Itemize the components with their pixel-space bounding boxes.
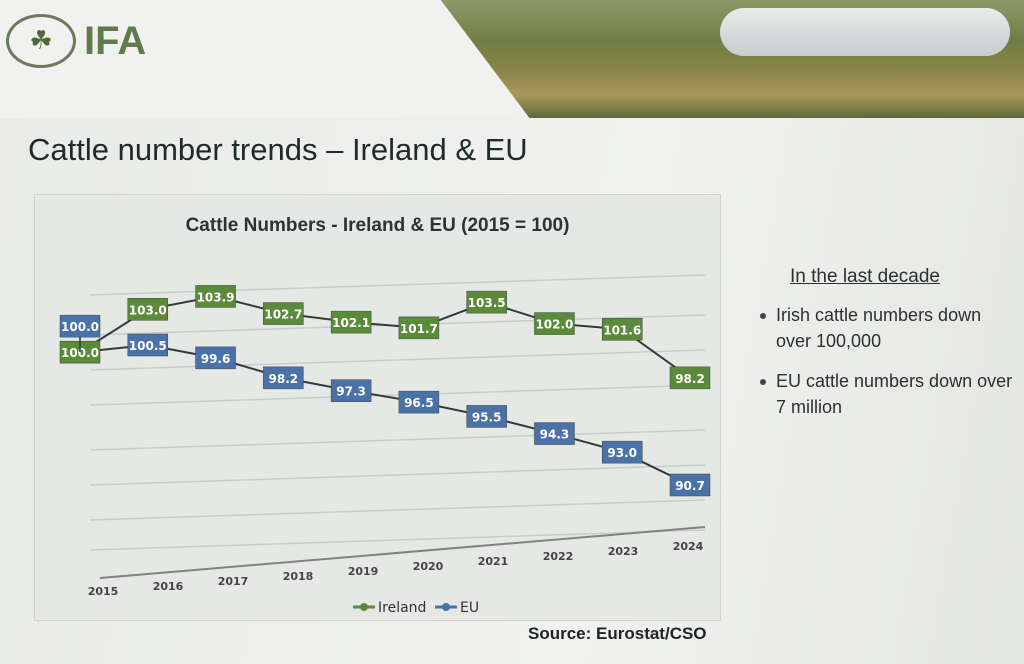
data-point-ireland [534, 312, 575, 335]
legend-label: EU [460, 600, 479, 616]
data-point-eu [466, 405, 507, 428]
data-point-ireland [398, 316, 440, 340]
data-label: 99.6 [201, 352, 231, 366]
data-label: 100.0 [61, 320, 99, 334]
data-point-ireland [330, 310, 372, 334]
bullet-text: Irish cattle numbers down over 100,000 [776, 305, 982, 351]
x-tick-label: 2015 [88, 585, 119, 598]
logo-text: IFA [84, 18, 147, 63]
data-point-ireland [466, 290, 507, 314]
side-heading: In the last decade [790, 266, 940, 287]
data-point-ireland [195, 285, 236, 308]
data-point-eu [330, 379, 372, 402]
legend-marker [442, 603, 450, 611]
chart: Cattle Numbers - Ireland & EU (2015 = 10… [35, 195, 720, 620]
data-point-ireland [669, 366, 711, 390]
data-point-eu [669, 473, 711, 497]
chart-title: Cattle Numbers - Ireland & EU (2015 = 10… [185, 215, 570, 236]
data-point-eu [195, 346, 236, 370]
bullet-item: EU cattle numbers down over 7 million [760, 368, 1020, 420]
data-label: 101.6 [603, 323, 641, 337]
chart-plot: 2015 2016 2017 2018 2019 2020 2021 2022 2023 2024… [59, 274, 711, 616]
data-label: 103.5 [468, 296, 506, 310]
data-point-eu [59, 314, 101, 338]
data-label: 96.5 [404, 396, 434, 410]
data-label: 93.0 [607, 446, 637, 460]
x-tick-label: 2022 [543, 550, 574, 563]
data-point-eu [534, 422, 575, 445]
series-line-eu [79, 343, 691, 486]
x-tick-label: 2019 [348, 565, 379, 578]
legend-label: Ireland [378, 600, 426, 616]
data-point-ireland [601, 318, 643, 341]
legend-marker [360, 603, 368, 611]
shamrock-icon: ☘ [6, 14, 76, 68]
gridline [89, 429, 706, 451]
bullet-dot [760, 313, 766, 319]
x-tick-label: 2021 [478, 555, 509, 568]
data-label: 102.1 [332, 316, 370, 330]
data-label: 100.5 [129, 339, 167, 353]
gridline [89, 464, 706, 486]
series-line-ireland [79, 295, 691, 379]
x-tick-label: 2016 [153, 580, 184, 593]
data-label: 103.9 [197, 290, 235, 304]
gridline [89, 274, 706, 296]
data-point-eu [601, 440, 643, 464]
x-tick-label: 2024 [673, 540, 704, 553]
data-label: 94.3 [540, 428, 570, 442]
header-banner: ☘ IFA [0, 0, 1024, 118]
data-label: 102.0 [535, 318, 573, 332]
gridline [89, 384, 706, 406]
data-label: 101.7 [400, 322, 438, 336]
data-point-ireland [263, 302, 304, 325]
bullet-item: Irish cattle numbers down over 100,000 [760, 302, 1020, 354]
sky-cloud [720, 8, 1010, 56]
data-point-eu [127, 333, 169, 357]
data-label: 98.2 [269, 372, 299, 386]
data-point-eu [263, 366, 304, 390]
ifa-logo: ☘ IFA [6, 14, 146, 68]
gridline [89, 499, 706, 521]
slide-title: Cattle number trends – Ireland & EU [28, 132, 528, 167]
data-label: 100.0 [61, 346, 99, 360]
data-point-ireland [127, 298, 169, 321]
data-label: 102.7 [264, 308, 302, 322]
source-note: Source: Eurostat/CSO [528, 624, 707, 643]
data-label: 103.0 [129, 303, 167, 317]
data-label: 98.2 [675, 372, 705, 386]
side-panel: In the last decade Irish cattle numbers … [760, 266, 1020, 434]
x-axis [99, 526, 706, 579]
data-point-eu [398, 390, 440, 414]
data-label: 95.5 [472, 410, 502, 424]
x-tick-label: 2023 [608, 545, 639, 558]
bullet-dot [760, 379, 766, 385]
data-label: 90.7 [675, 479, 705, 493]
bullet-text: EU cattle numbers down over 7 million [776, 371, 1013, 417]
gridline [89, 529, 706, 551]
x-tick-label: 2017 [218, 575, 249, 588]
x-tick-label: 2018 [283, 570, 314, 583]
data-label: 97.3 [336, 385, 366, 399]
x-tick-label: 2020 [413, 560, 444, 573]
gridline [89, 349, 706, 371]
